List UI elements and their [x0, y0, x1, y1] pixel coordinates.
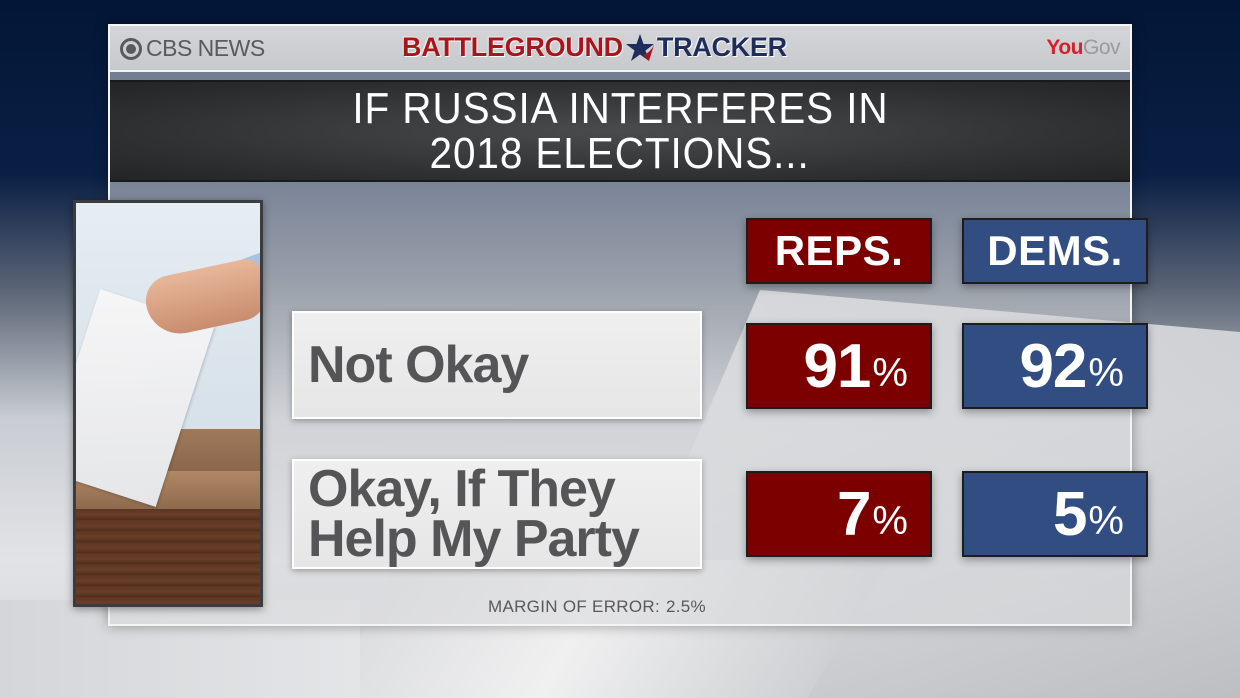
- dems-value-not-okay: 92%: [962, 323, 1148, 409]
- cbs-eye-icon: [120, 37, 142, 60]
- network-name: CBS NEWS: [146, 35, 265, 61]
- title-line-1: IF RUSSIA INTERFERES IN: [351, 84, 889, 133]
- yougov-logo: YouGov: [1046, 36, 1120, 59]
- margin-of-error: MARGIN OF ERROR: 2.5%: [488, 597, 706, 616]
- row-label-not-okay: Not Okay: [292, 311, 702, 419]
- battleground-tracker-logo: BATTLEGROUND TRACKER: [402, 32, 787, 63]
- reps-value-not-okay: 91%: [746, 323, 932, 409]
- row-label-okay-if-help-party: Okay, If They Help My Party: [292, 459, 702, 569]
- header-bar: CBS NEWS BATTLEGROUND TRACKER YouGov: [110, 26, 1130, 72]
- cbs-news-logo: CBS NEWS: [120, 35, 265, 62]
- dems-column-header: DEMS.: [962, 218, 1148, 284]
- ballot-box-image: [73, 200, 263, 607]
- star-icon: [625, 33, 654, 61]
- title-line-2: 2018 ELECTIONS...: [429, 129, 811, 178]
- hand: [141, 256, 260, 340]
- reps-value-okay-if-help: 7%: [746, 471, 932, 557]
- brand-right: TRACKER: [656, 32, 787, 62]
- brand-left: BATTLEGROUND: [402, 32, 623, 62]
- title-band: IF RUSSIA INTERFERES IN 2018 ELECTIONS..…: [110, 80, 1130, 182]
- reps-column-header: REPS.: [746, 218, 932, 284]
- dems-value-okay-if-help: 5%: [962, 471, 1148, 557]
